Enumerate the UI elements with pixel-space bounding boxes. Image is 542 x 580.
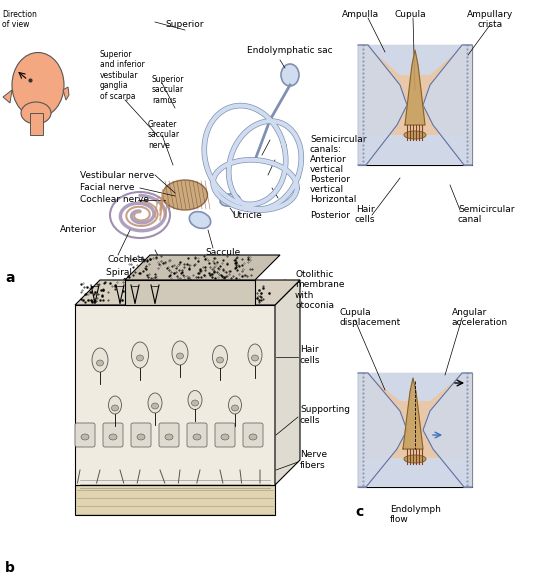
Text: Superior
and inferior
vestibular
ganglia
of scarpa: Superior and inferior vestibular ganglia… — [100, 50, 145, 100]
Polygon shape — [75, 305, 275, 485]
Text: Posterior: Posterior — [310, 211, 350, 219]
Ellipse shape — [221, 434, 229, 440]
Ellipse shape — [137, 434, 145, 440]
Text: Vestibular nerve: Vestibular nerve — [80, 171, 154, 179]
Ellipse shape — [229, 396, 242, 414]
Text: Horizontal: Horizontal — [310, 195, 357, 204]
Polygon shape — [405, 50, 425, 125]
Ellipse shape — [193, 434, 201, 440]
Text: Utricle: Utricle — [232, 211, 262, 219]
Polygon shape — [358, 45, 407, 165]
Ellipse shape — [163, 180, 208, 210]
Polygon shape — [361, 458, 469, 487]
Ellipse shape — [404, 131, 426, 139]
Polygon shape — [358, 373, 407, 487]
Text: Cupula
displacement: Cupula displacement — [340, 308, 401, 327]
Text: Hair
cells: Hair cells — [355, 205, 375, 224]
Ellipse shape — [281, 64, 299, 86]
FancyBboxPatch shape — [215, 423, 235, 447]
Ellipse shape — [251, 355, 259, 361]
FancyBboxPatch shape — [103, 423, 123, 447]
Ellipse shape — [231, 405, 238, 411]
Ellipse shape — [188, 390, 202, 409]
Polygon shape — [125, 255, 280, 280]
Ellipse shape — [96, 360, 104, 366]
FancyBboxPatch shape — [159, 423, 179, 447]
Ellipse shape — [249, 434, 257, 440]
Text: Ampulla: Ampulla — [341, 10, 378, 19]
Polygon shape — [361, 135, 469, 165]
Text: Semicircular
canal: Semicircular canal — [458, 205, 514, 224]
FancyBboxPatch shape — [243, 423, 263, 447]
Text: Cupula: Cupula — [394, 10, 426, 19]
Polygon shape — [358, 373, 472, 487]
FancyBboxPatch shape — [75, 423, 95, 447]
Polygon shape — [30, 113, 43, 135]
Ellipse shape — [152, 403, 158, 409]
Ellipse shape — [148, 393, 162, 413]
Ellipse shape — [165, 434, 173, 440]
Text: Greater
saccular
nerve: Greater saccular nerve — [148, 120, 180, 150]
Text: Supporting
cells: Supporting cells — [300, 405, 350, 425]
Text: c: c — [355, 505, 363, 519]
Polygon shape — [3, 90, 12, 103]
Text: Spiral ganglion
of cochlea: Spiral ganglion of cochlea — [106, 268, 174, 288]
Ellipse shape — [189, 212, 211, 229]
Ellipse shape — [212, 346, 228, 368]
Polygon shape — [366, 45, 464, 75]
Text: Direction
of view: Direction of view — [2, 10, 37, 30]
Ellipse shape — [248, 344, 262, 366]
Text: Nerve
fibers: Nerve fibers — [300, 450, 327, 470]
Text: Angular
acceleration: Angular acceleration — [452, 308, 508, 327]
Ellipse shape — [220, 194, 240, 206]
Ellipse shape — [112, 405, 119, 411]
Ellipse shape — [92, 348, 108, 372]
FancyBboxPatch shape — [131, 423, 151, 447]
Polygon shape — [125, 280, 255, 305]
Polygon shape — [358, 45, 472, 165]
FancyBboxPatch shape — [187, 423, 207, 447]
Text: Saccule: Saccule — [205, 248, 240, 257]
Text: Cochlea: Cochlea — [108, 255, 144, 264]
Ellipse shape — [108, 396, 121, 414]
Text: Hair
cells: Hair cells — [300, 345, 320, 365]
Text: Superior: Superior — [166, 20, 204, 29]
Text: b: b — [5, 561, 15, 575]
Ellipse shape — [216, 357, 223, 363]
Text: Facial nerve: Facial nerve — [80, 183, 134, 193]
Polygon shape — [403, 378, 423, 449]
Text: Anterior
vertical: Anterior vertical — [310, 155, 347, 175]
Ellipse shape — [81, 434, 89, 440]
Ellipse shape — [404, 455, 426, 463]
Text: Cochlear nerve: Cochlear nerve — [80, 195, 149, 205]
Text: Anterior: Anterior — [60, 226, 97, 234]
Text: Posterior
vertical: Posterior vertical — [310, 175, 350, 194]
Polygon shape — [75, 280, 300, 305]
Ellipse shape — [21, 102, 51, 124]
Ellipse shape — [172, 341, 188, 365]
Text: Endolymph
flow: Endolymph flow — [390, 505, 441, 524]
Text: Ampullary
crista: Ampullary crista — [467, 10, 513, 30]
Polygon shape — [423, 45, 472, 165]
Polygon shape — [75, 485, 275, 515]
Polygon shape — [275, 280, 300, 485]
Polygon shape — [423, 373, 472, 487]
Polygon shape — [366, 373, 464, 401]
Text: Otolithic
membrane
with
otoconia: Otolithic membrane with otoconia — [295, 270, 345, 310]
Ellipse shape — [109, 434, 117, 440]
Text: a: a — [5, 271, 15, 285]
Ellipse shape — [191, 400, 198, 406]
Ellipse shape — [12, 53, 64, 118]
Text: Endolymphatic sac: Endolymphatic sac — [247, 46, 333, 55]
Text: Superior
saccular
ramus: Superior saccular ramus — [152, 75, 184, 105]
Ellipse shape — [132, 342, 149, 368]
Text: Semicircular
canals:: Semicircular canals: — [310, 135, 366, 154]
Polygon shape — [63, 87, 69, 100]
Ellipse shape — [177, 353, 184, 359]
Ellipse shape — [137, 355, 144, 361]
